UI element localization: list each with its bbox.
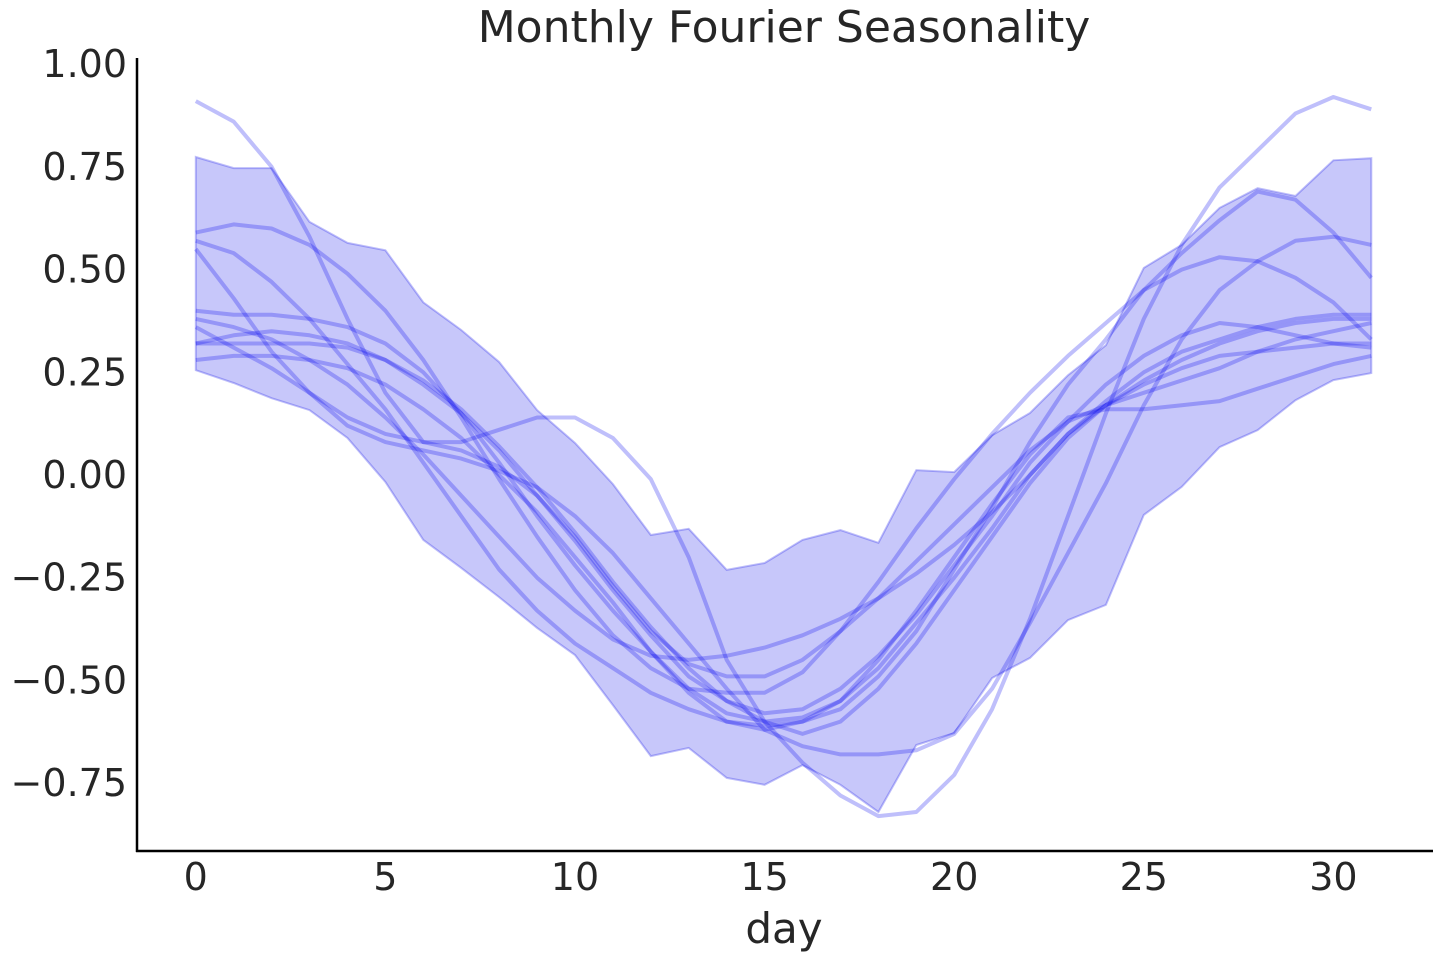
x-tick-label: 30 xyxy=(1309,855,1357,899)
plot-area xyxy=(194,95,1373,819)
y-tick-label: 0.50 xyxy=(42,248,127,292)
y-tick-label: 0.75 xyxy=(42,145,127,189)
y-tick-label: −0.25 xyxy=(11,556,127,600)
y-tick-labels: 1.00 0.75 0.50 0.25 0.00 −0.25 −0.50 −0.75 xyxy=(11,42,127,805)
x-tick-label: 5 xyxy=(373,855,397,899)
y-tick-label: −0.75 xyxy=(11,761,127,805)
x-tick-labels: 0 5 10 15 20 25 30 xyxy=(184,855,1358,899)
x-tick-label: 15 xyxy=(740,855,788,899)
series-line-sample-10 xyxy=(195,353,1372,732)
y-tick-label: −0.50 xyxy=(11,658,127,702)
series-line-sample-4 xyxy=(194,234,1372,757)
series-line-sample-9 xyxy=(195,341,1372,736)
x-tick-label: 0 xyxy=(184,855,208,899)
series-line-sample-2 xyxy=(195,222,1373,695)
x-tick-label: 20 xyxy=(930,855,978,899)
series-line-sample-6 xyxy=(195,316,1372,662)
y-tick-label: 0.25 xyxy=(42,350,127,394)
series-line-sample-8 xyxy=(195,321,1372,716)
series-line-sample-5 xyxy=(195,308,1372,724)
uncertainty-band xyxy=(194,155,1373,814)
series-line-sample-7 xyxy=(194,321,1372,679)
x-tick-label: 10 xyxy=(551,855,599,899)
series-line-sample-1 xyxy=(194,95,1372,819)
x-axis-label: day xyxy=(745,904,822,953)
chart-title: Monthly Fourier Seasonality xyxy=(478,2,1091,53)
x-tick-label: 25 xyxy=(1120,855,1168,899)
series-line-sample-3 xyxy=(195,189,1373,728)
y-tick-label: 0.00 xyxy=(42,453,127,497)
y-tick-label: 1.00 xyxy=(42,42,127,86)
